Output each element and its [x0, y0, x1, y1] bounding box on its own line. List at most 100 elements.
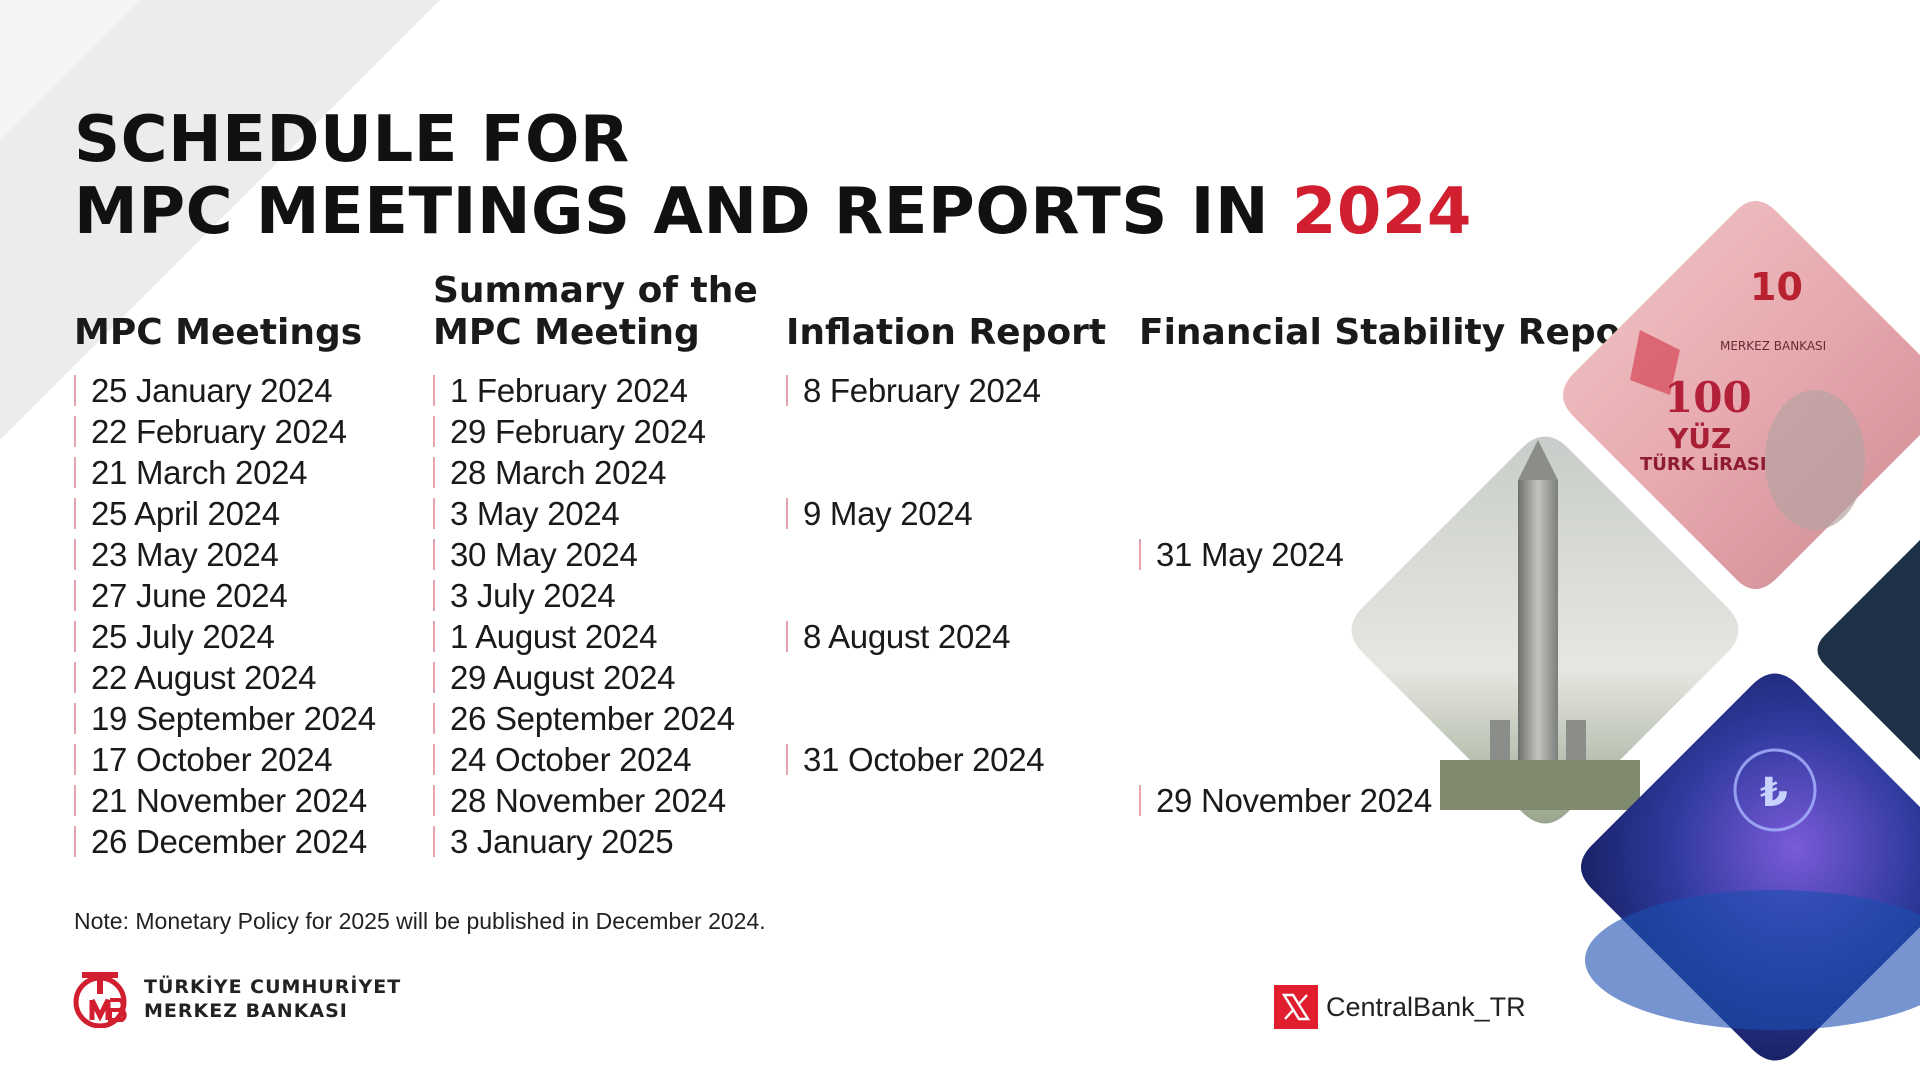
date-row: 29 February 2024 — [433, 411, 758, 452]
banknote-bank: MERKEZ BANKASI — [1720, 339, 1826, 353]
date-row — [786, 452, 1106, 493]
date-row: 23 May 2024 — [74, 534, 376, 575]
background-shape — [0, 0, 440, 440]
lira-symbol-icon: ₺ — [1760, 770, 1788, 816]
banknote-ten: 10 — [1750, 265, 1803, 309]
date-marker — [433, 375, 435, 406]
date-text: 8 August 2024 — [803, 617, 1011, 655]
date-marker — [433, 580, 435, 611]
date-row: 26 September 2024 — [433, 698, 758, 739]
date-text: 25 July 2024 — [91, 617, 275, 655]
date-row: 28 November 2024 — [433, 780, 758, 821]
x-logo-icon — [1274, 985, 1318, 1029]
date-row: 1 February 2024 — [433, 370, 758, 411]
tower-image — [1351, 436, 1739, 824]
date-row: 25 July 2024 — [74, 616, 376, 657]
column-mpc-meetings: MPC Meetings 25 January 2024 22 February 2… — [74, 268, 376, 862]
date-row: 22 February 2024 — [74, 411, 376, 452]
bank-name-line-1: TÜRKİYE CUMHURİYET — [144, 976, 402, 998]
column-header-line: Financial Stability Report — [1139, 312, 1656, 353]
date-marker — [74, 621, 76, 652]
banknote-currency: TÜRK LİRASI — [1640, 453, 1767, 475]
date-marker — [74, 539, 76, 570]
date-text: 21 March 2024 — [91, 453, 308, 491]
date-marker — [74, 375, 76, 406]
date-text: 30 May 2024 — [450, 535, 638, 573]
date-marker — [433, 457, 435, 488]
date-text: 3 May 2024 — [450, 494, 620, 532]
date-row: 31 October 2024 — [786, 739, 1106, 780]
date-text: 3 July 2024 — [450, 576, 616, 614]
date-marker — [74, 826, 76, 857]
date-row: 22 August 2024 — [74, 657, 376, 698]
social-handle[interactable]: CentralBank_TR — [1274, 985, 1526, 1029]
date-text: 29 February 2024 — [450, 412, 706, 450]
date-marker — [786, 621, 788, 652]
date-row: 24 October 2024 — [433, 739, 758, 780]
date-text: 9 May 2024 — [803, 494, 973, 532]
date-list: 8 February 2024 9 May 2024 8 August 2024 31… — [786, 370, 1106, 862]
date-marker — [433, 498, 435, 529]
column-inflation-report: Inflation Report 8 February 2024 9 May 202… — [786, 268, 1106, 862]
date-text: 28 November 2024 — [450, 781, 726, 819]
date-row: 25 January 2024 — [74, 370, 376, 411]
date-marker — [74, 703, 76, 734]
date-marker — [433, 539, 435, 570]
column-header: MPC Meetings — [74, 268, 376, 354]
decorative-image-collage: 10 100 YÜZ TÜRK LİRASI MERKEZ BANKASI ₺ — [1351, 201, 1920, 1061]
footnote: Note: Monetary Policy for 2025 will be p… — [74, 908, 766, 934]
column-financial-stability-report: Financial Stability Report 31 May 2024 29 … — [1139, 268, 1655, 862]
title-year: 2024 — [1291, 175, 1472, 249]
date-row — [786, 698, 1106, 739]
column-header-line: Summary of the — [433, 270, 758, 311]
tcmb-emblem-icon — [73, 972, 127, 1028]
date-marker — [433, 785, 435, 816]
date-marker — [433, 744, 435, 775]
date-marker — [74, 744, 76, 775]
column-header-line: MPC Meetings — [74, 312, 363, 353]
date-marker — [74, 662, 76, 693]
date-text: 27 June 2024 — [91, 576, 288, 614]
title-line-2-prefix: MPC MEETINGS AND REPORTS IN — [74, 175, 1270, 249]
date-text: 25 January 2024 — [91, 371, 333, 409]
date-row — [786, 575, 1106, 616]
date-row: 9 May 2024 — [786, 493, 1106, 534]
date-row: 8 February 2024 — [786, 370, 1106, 411]
date-text: 24 October 2024 — [450, 740, 692, 778]
date-marker — [74, 785, 76, 816]
date-marker — [433, 662, 435, 693]
date-row: 3 January 2025 — [433, 821, 758, 862]
title-line-2: MPC MEETINGS AND REPORTS IN 2024 — [74, 176, 1472, 248]
date-row: 26 December 2024 — [74, 821, 376, 862]
date-row: 30 May 2024 — [433, 534, 758, 575]
date-text: 25 April 2024 — [91, 494, 280, 532]
date-marker — [786, 375, 788, 406]
date-row: 3 July 2024 — [433, 575, 758, 616]
date-row: 3 May 2024 — [433, 493, 758, 534]
column-header-line: MPC Meeting — [433, 312, 700, 353]
date-text: 28 March 2024 — [450, 453, 667, 491]
date-text: 23 May 2024 — [91, 535, 279, 573]
date-text: 3 January 2025 — [450, 822, 674, 860]
date-marker — [786, 498, 788, 529]
column-header: Summary of the MPC Meeting — [433, 268, 758, 354]
date-text: 31 May 2024 — [1156, 535, 1344, 573]
title-line-1: SCHEDULE FOR — [74, 103, 630, 177]
banknote-hundred: 100 — [1664, 373, 1752, 422]
column-mpc-summary: Summary of the MPC Meeting 1 February 2024… — [433, 268, 758, 862]
date-marker — [433, 621, 435, 652]
date-row: 27 June 2024 — [74, 575, 376, 616]
date-row — [786, 780, 1106, 821]
date-row: 29 August 2024 — [433, 657, 758, 698]
date-text: 22 August 2024 — [91, 658, 317, 696]
date-marker — [74, 580, 76, 611]
social-handle-text: CentralBank_TR — [1326, 991, 1526, 1022]
date-row — [786, 534, 1106, 575]
date-text: 31 October 2024 — [803, 740, 1045, 778]
date-text: 19 September 2024 — [91, 699, 376, 737]
date-row: 25 April 2024 — [74, 493, 376, 534]
date-list: 31 May 2024 29 November 2024 — [1139, 370, 1655, 862]
date-marker — [433, 826, 435, 857]
bank-logo: TÜRKİYE CUMHURİYET MERKEZ BANKASI — [70, 970, 401, 1028]
date-marker — [433, 703, 435, 734]
